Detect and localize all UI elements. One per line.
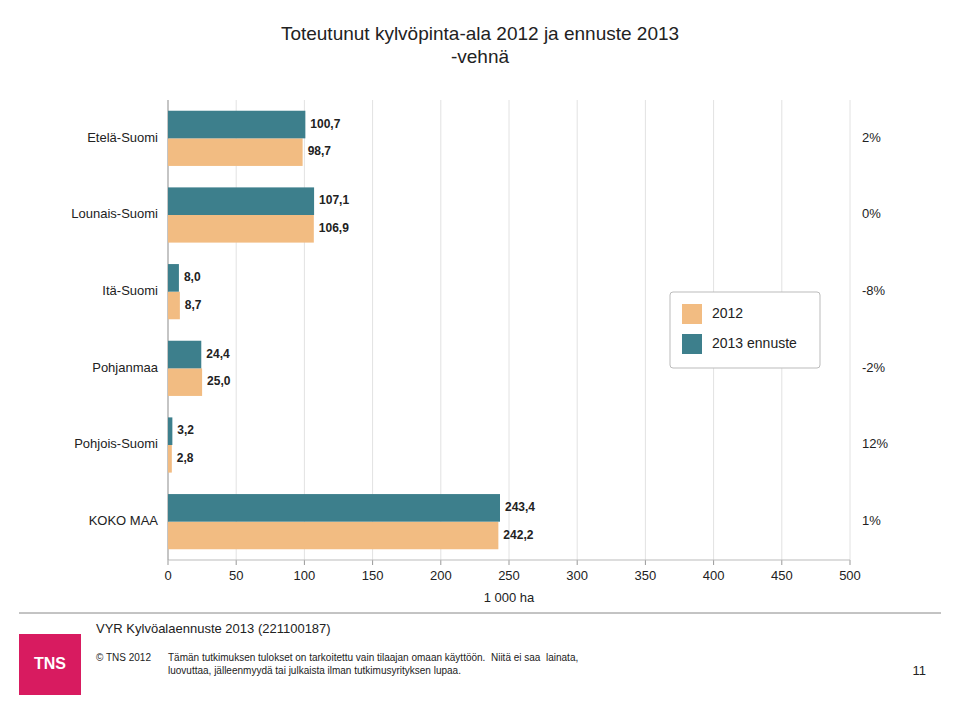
legend-label: 2013 ennuste (712, 335, 797, 351)
y-axis: Etelä-Suomi Lounais-Suomi Itä-Suomi Pohjanm… (71, 130, 158, 528)
text-line: Toteutunut kylvöpinta-ala 2012 ja ennust… (281, 23, 679, 44)
grid-line (236, 100, 237, 560)
x-axis-label: 1 000 ha (484, 590, 535, 605)
data-label: 98,7 (308, 144, 332, 158)
logo-text: TNS (34, 655, 66, 672)
tick-mark (781, 560, 782, 565)
tick-mark (850, 560, 851, 565)
bar (168, 445, 172, 473)
bar (168, 368, 202, 396)
grid-line (440, 100, 441, 560)
category-label: Etelä-Suomi (87, 130, 158, 145)
tick-label: 0 (164, 568, 171, 583)
tick-label: 350 (635, 568, 657, 583)
category-label: Lounais-Suomi (71, 206, 158, 221)
tick-mark (168, 560, 169, 565)
change-label: 2% (862, 130, 881, 145)
legend-box (670, 292, 820, 368)
bar (168, 341, 201, 369)
change-label: 12% (862, 436, 888, 451)
grid-line (168, 100, 169, 560)
page-number: 11 (913, 663, 927, 678)
bar (168, 111, 305, 139)
data-label: 243,4 (505, 500, 535, 514)
tick-label: 500 (839, 568, 861, 583)
legend: 2012 2013 ennuste (670, 292, 820, 368)
change-label: -8% (862, 283, 886, 298)
category-label: KOKO MAA (89, 513, 159, 528)
data-label: 106,9 (319, 221, 349, 235)
data-labels: 98,7 106,9 8,7 25,0 2,8 242,2 100,7 107,1 8,0 24,… (177, 117, 536, 542)
tick-mark (440, 560, 441, 565)
grid-line (304, 100, 305, 560)
text-line: luovuttaa, jälleenmyydä tai julkaista il… (168, 665, 461, 676)
change-label: 0% (862, 206, 881, 221)
grid-line (577, 100, 578, 560)
legend-swatch (682, 334, 702, 354)
data-label: 100,7 (310, 117, 340, 131)
data-label: 8,0 (184, 270, 201, 284)
data-label: 242,2 (503, 528, 533, 542)
data-label: 25,0 (207, 374, 231, 388)
category-label: Itä-Suomi (102, 283, 158, 298)
category-label: Pohjois-Suomi (74, 436, 158, 451)
annotations: 2% 0% -8% -2% 12% 1% (862, 130, 888, 528)
bar (168, 264, 179, 292)
tick-label: 200 (430, 568, 452, 583)
change-label: 1% (862, 513, 881, 528)
bar (168, 138, 303, 166)
tick-label: 400 (703, 568, 725, 583)
x-axis-line (168, 560, 850, 561)
tick-label: 150 (362, 568, 384, 583)
bars (168, 111, 500, 550)
grid-line (509, 100, 510, 560)
bar (168, 292, 180, 320)
logo-box (19, 634, 81, 695)
tick-label: 450 (771, 568, 793, 583)
tick-label: 100 (294, 568, 316, 583)
title: Toteutunut kylvöpinta-ala 2012 ja ennust… (281, 23, 679, 67)
background (0, 0, 960, 717)
text-line: Tämän tutkimuksen tulokset on tarkoitett… (168, 652, 578, 663)
data-label: 24,4 (206, 347, 230, 361)
bar (168, 187, 314, 215)
footer-source: VYR Kylvöalaennuste 2013 (221100187) (96, 621, 331, 636)
tick-mark (509, 560, 510, 565)
tick-mark (372, 560, 373, 565)
y-axis-line (168, 100, 169, 560)
grid-line (372, 100, 373, 560)
text-line: -vehnä (451, 46, 510, 67)
tick-mark (713, 560, 714, 565)
data-label: 107,1 (319, 193, 349, 207)
footer-copyright: © TNS 2012 (96, 652, 151, 663)
tick-mark (577, 560, 578, 565)
x-axis: 0 50 100 150 200 250 300 350 400 450 500 1 000 ha (164, 100, 860, 605)
category-label: Pohjanmaa (92, 360, 159, 375)
legend-label: 2012 (712, 305, 743, 321)
data-label: 3,2 (177, 423, 194, 437)
data-label: 2,8 (177, 451, 194, 465)
footer: TNS VYR Kylvöalaennuste 2013 (221100187) ©… (19, 613, 941, 695)
data-label: 8,7 (185, 298, 202, 312)
tick-mark (645, 560, 646, 565)
legend-swatch (682, 304, 702, 324)
footer-rule (19, 613, 941, 614)
tick-label: 300 (566, 568, 588, 583)
footer-disclaimer: Tämän tutkimuksen tulokset on tarkoitett… (168, 652, 578, 676)
tick-mark (236, 560, 237, 565)
grid-line (645, 100, 646, 560)
chart: Toteutunut kylvöpinta-ala 2012 ja ennust… (0, 0, 960, 717)
bar (168, 215, 314, 243)
tick-label: 50 (229, 568, 243, 583)
bar (168, 417, 172, 445)
bar (168, 494, 500, 522)
change-label: -2% (862, 360, 886, 375)
grid (168, 100, 850, 560)
bar (168, 522, 498, 550)
grid-line (850, 100, 851, 560)
tick-label: 250 (498, 568, 520, 583)
tick-mark (304, 560, 305, 565)
